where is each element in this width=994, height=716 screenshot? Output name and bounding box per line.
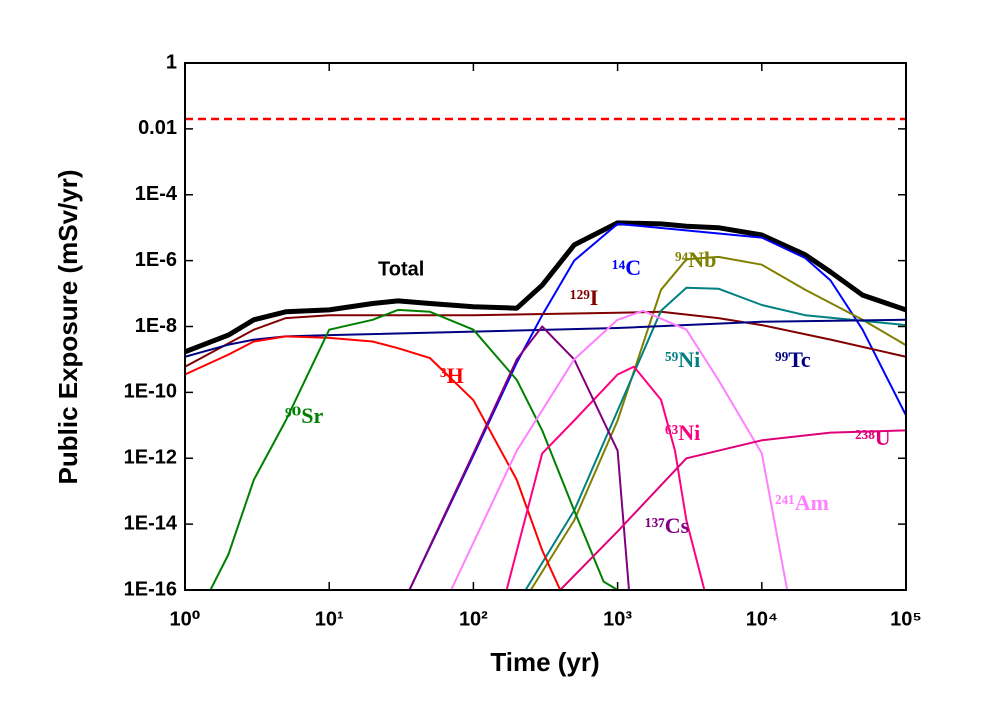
series-line [450, 309, 789, 590]
x-tick-label: 10² [459, 608, 488, 630]
y-tick-label: 1E-4 [135, 183, 178, 205]
series-label: ²⁴¹Am [775, 490, 829, 515]
series-label: ¹³⁷Cs [645, 513, 690, 538]
series-line [209, 308, 619, 590]
series-label: ³H [440, 363, 464, 388]
x-axis-title: Time (yr) [490, 647, 599, 677]
series-label: ¹²⁹I [570, 285, 598, 310]
x-tick-label: 10⁴ [746, 608, 778, 630]
series-line [185, 318, 906, 358]
series-label: ⁹⁹Tc [775, 347, 811, 372]
y-tick-label: 1E-12 [124, 447, 177, 469]
x-tick-label: 10¹ [315, 608, 344, 630]
series-line [529, 255, 906, 590]
series-line [185, 310, 906, 368]
y-tick-label: 1E-8 [135, 315, 177, 337]
series-label: ⁹⁰Sr [285, 403, 323, 428]
series-label: ¹⁴C [612, 255, 641, 280]
series-label: Total [378, 258, 424, 280]
y-tick-label: 1 [166, 51, 177, 73]
x-tick-label: 10⁵ [890, 608, 922, 630]
plot-frame [184, 62, 907, 591]
series-line [408, 222, 906, 590]
series-line [505, 365, 706, 590]
y-tick-label: 1E-10 [124, 381, 177, 403]
y-tick-label: 1E-6 [135, 249, 177, 271]
series-label: ²³⁸U [855, 425, 891, 450]
series-line [185, 220, 906, 355]
series-line [559, 429, 906, 590]
y-tick-label: 0.01 [138, 117, 177, 139]
x-tick-label: 10³ [603, 608, 632, 630]
series-line [524, 286, 906, 590]
x-tick-label: 10⁰ [169, 608, 200, 630]
y-tick-label: 1E-14 [124, 512, 178, 534]
series-line [185, 335, 562, 590]
series-line [408, 325, 630, 590]
series-label: ⁵⁹Ni [665, 347, 700, 372]
y-tick-label: 1E-16 [124, 578, 177, 600]
series-label: ⁹⁴Nb [675, 247, 716, 272]
plot-area [185, 117, 906, 590]
y-axis-title: Public Exposure (mSv/yr) [53, 170, 83, 485]
series-label: ⁶³Ni [665, 420, 700, 445]
